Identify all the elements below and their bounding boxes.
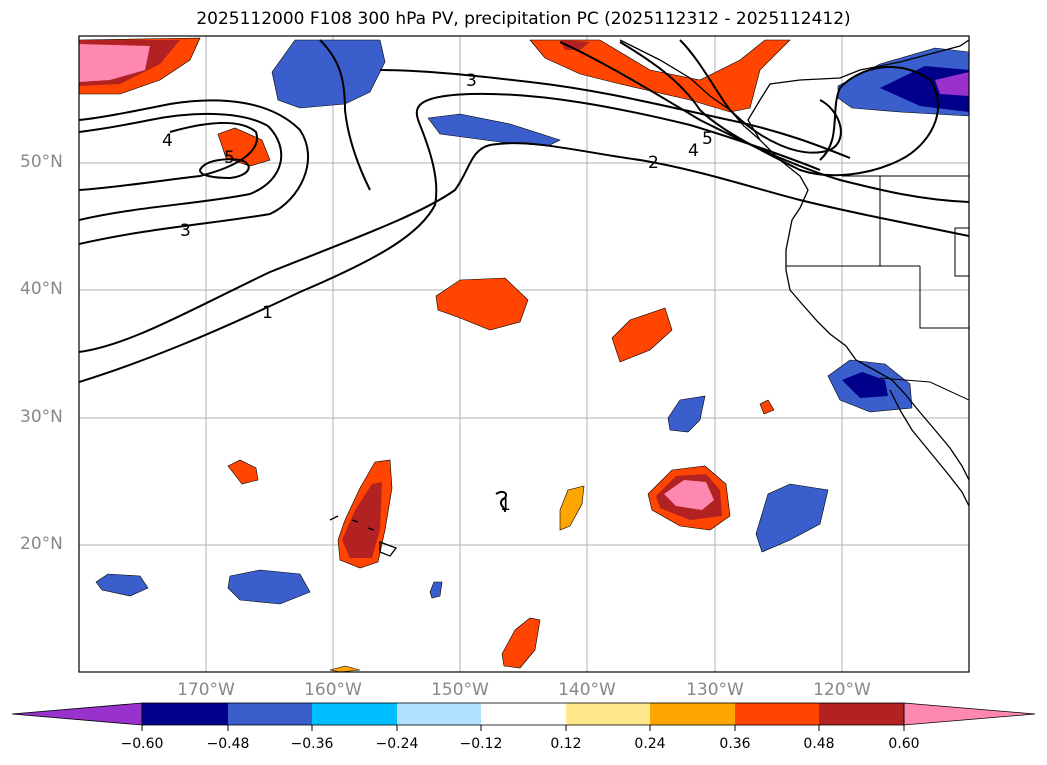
precip-blob-pos (217, 127, 271, 167)
pv-contour-4 (79, 112, 283, 221)
pv-contours (79, 39, 969, 513)
gridlines (79, 36, 969, 672)
contour-label: 1 (500, 495, 511, 515)
colorbar-cell (566, 703, 650, 725)
baja-coast (889, 389, 969, 507)
precip-blob-pos (227, 459, 259, 485)
colorbar-cell (735, 703, 819, 725)
pv-contour-4c (619, 41, 940, 177)
lon-label-170w: 170°W (177, 680, 235, 700)
colorbar-tick-label: 0.36 (719, 736, 751, 752)
precip-blob-neg (755, 483, 829, 553)
colorbar-cell (481, 703, 566, 725)
contour-label: 3 (466, 71, 477, 91)
precip-blob-pos-peak (79, 44, 150, 82)
contour-labels: 3 4 5 2 4 5 3 1 1 (162, 71, 713, 515)
precip-blob-pos (329, 665, 361, 672)
colorbar-tick-label: −0.12 (459, 736, 503, 752)
pv-contour-3 (79, 99, 310, 245)
colorbar-frame (141, 702, 905, 726)
us-mexico-border (879, 377, 969, 401)
north-america-coast (747, 39, 969, 481)
pv-contour-3b (319, 39, 851, 191)
precip-blob-pos-core (560, 40, 590, 50)
colorbar-tick-label: −0.36 (290, 736, 334, 752)
precip-blob-neg (429, 581, 443, 599)
pv-contour-5 (198, 158, 250, 180)
colorbar-cell (312, 703, 397, 725)
contour-label: 2 (648, 153, 659, 173)
contour-label: 1 (262, 303, 273, 323)
colorbar-cell (397, 703, 481, 725)
lon-label-130w: 130°W (686, 680, 744, 700)
precip-blob-neg (427, 113, 561, 147)
colorbar-tick-label: 0.48 (803, 736, 835, 752)
map-title: 2025112000 F108 300 hPa PV, precipitatio… (196, 9, 851, 29)
colorbar-cell (228, 703, 312, 725)
colorbar-cell (819, 703, 904, 725)
contour-label: 3 (180, 221, 191, 241)
colorbar-tick-label: 0.24 (634, 736, 666, 752)
precip-blob-neg (227, 569, 311, 605)
lon-label-120w: 120°W (813, 680, 871, 700)
pv-contour-small (495, 490, 507, 513)
lon-label-150w: 150°W (431, 680, 489, 700)
lat-label-20n: 20°N (20, 534, 63, 554)
colorbar-tick-label: 0.12 (550, 736, 582, 752)
precip-blob-pos (611, 307, 673, 363)
alaska-coast (619, 39, 761, 141)
contour-label: 4 (688, 141, 699, 161)
precip-blob-pos-core (342, 482, 382, 558)
state-lines (786, 176, 969, 329)
borders (786, 175, 969, 401)
pv-contour-1 (79, 142, 969, 353)
colorbar-tick-label: −0.24 (375, 736, 419, 752)
precip-blob-neg (667, 395, 706, 433)
colorbar-tick-label: −0.48 (206, 736, 250, 752)
contour-label: 4 (162, 131, 173, 151)
lat-label-40n: 40°N (20, 279, 63, 299)
precip-blob-pos (435, 277, 529, 331)
precip-blob-pos (759, 399, 775, 415)
precip-blob-neg (95, 573, 149, 597)
coastlines (329, 39, 969, 557)
hawaii-islands (329, 515, 398, 557)
precip-blob-pos (501, 617, 541, 669)
precip-positive (79, 37, 791, 672)
colorbar-cell (142, 703, 228, 725)
pv-contour-4b (79, 122, 258, 191)
plot-frame (78, 35, 970, 673)
colorbar-extend-low (11, 702, 143, 726)
lon-label-160w: 160°W (304, 680, 362, 700)
colorbar (11, 702, 1036, 731)
pv-contour-5b (679, 39, 842, 154)
colorbar-extend-high (903, 702, 1036, 726)
contour-label: 5 (224, 148, 235, 168)
map-plot: 3 4 5 2 4 5 3 1 1 (79, 36, 969, 672)
precip-negative (95, 39, 969, 605)
colorbar-tick-label: −0.60 (120, 736, 164, 752)
precip-blob-neg-peak (935, 72, 969, 96)
contour-label: 5 (702, 129, 713, 149)
precip-blob-pos-peak (664, 480, 714, 510)
colorbar-tick-label: 0.60 (888, 736, 920, 752)
colorbar-cell (650, 703, 735, 725)
precip-blob-pos (559, 485, 585, 531)
lon-label-140w: 140°W (558, 680, 616, 700)
lat-label-30n: 30°N (20, 407, 63, 427)
precip-blob-neg-core (842, 372, 888, 398)
pv-contour-1b (79, 92, 821, 383)
lat-label-50n: 50°N (20, 152, 63, 172)
precip-blob-neg (271, 39, 386, 109)
